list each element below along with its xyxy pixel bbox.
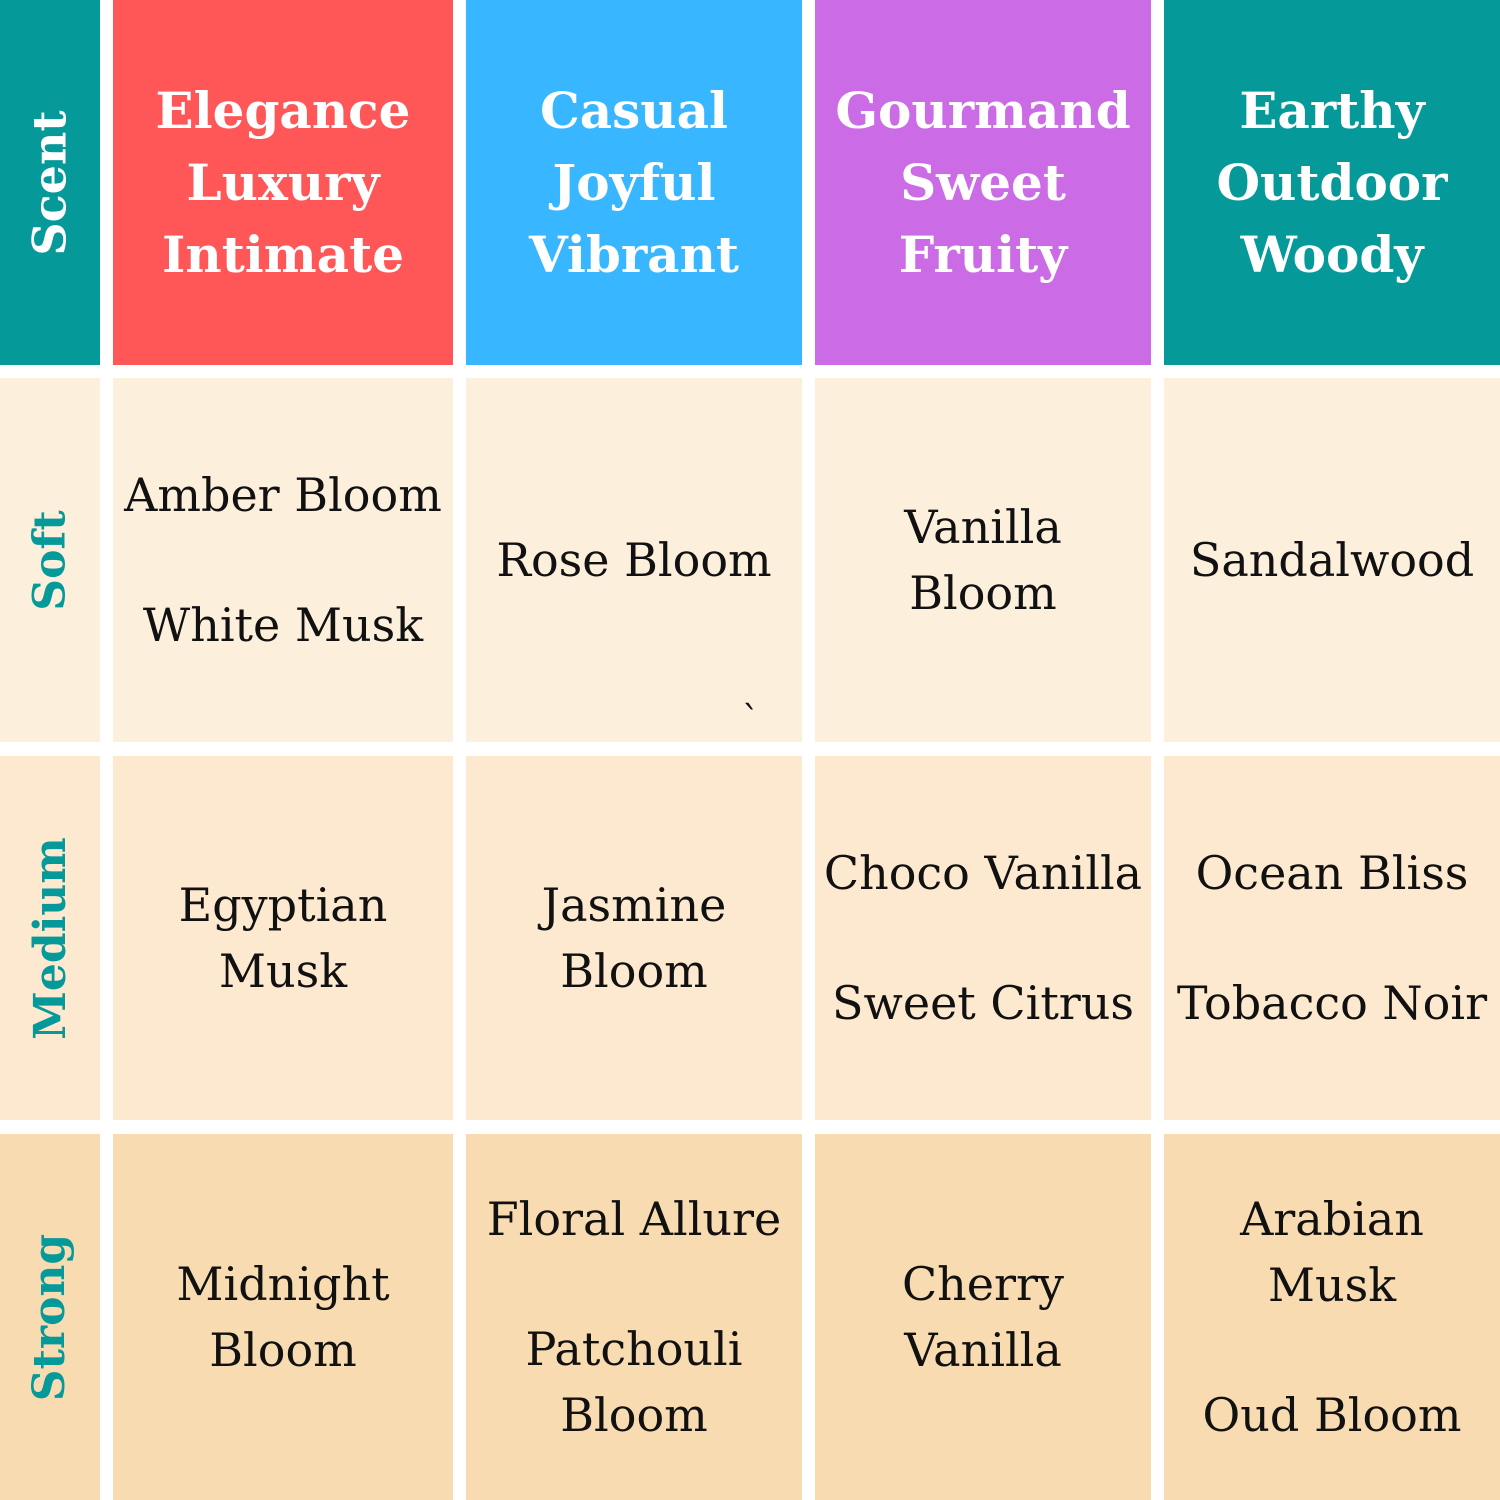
corner-label: Scent bbox=[23, 109, 77, 256]
column-header-line: Woody bbox=[1240, 224, 1424, 284]
column-header-line: Luxury bbox=[186, 152, 380, 212]
row-label: Soft bbox=[24, 509, 76, 611]
scent-cell: Cherry Vanilla bbox=[815, 1134, 1151, 1500]
row-label: Strong bbox=[24, 1233, 76, 1401]
scent-name: Arabian Musk bbox=[1240, 1192, 1424, 1312]
scent-cell: Amber Bloom White Musk bbox=[113, 378, 453, 742]
scent-cell: Jasmine Bloom bbox=[466, 756, 802, 1120]
column-header-2: Casual Joyful Vibrant bbox=[466, 0, 802, 365]
scent-name: Vanilla Bloom bbox=[904, 500, 1062, 620]
scent-cell: Midnight Bloom bbox=[113, 1134, 453, 1500]
column-header-line: Earthy bbox=[1239, 80, 1425, 140]
row-label-cell-medium: Medium bbox=[0, 756, 100, 1120]
row-label-cell-soft: Soft bbox=[0, 378, 100, 742]
column-header-line: Elegance bbox=[155, 80, 411, 140]
scent-name: Patchouli Bloom bbox=[525, 1322, 743, 1442]
column-header-line: Outdoor bbox=[1216, 152, 1448, 212]
column-header-line: Vibrant bbox=[528, 224, 740, 284]
scent-name: Amber Bloom bbox=[124, 468, 442, 522]
scent-name: Oud Bloom bbox=[1202, 1388, 1462, 1442]
scent-name: White Musk bbox=[142, 598, 424, 652]
scent-cell: Ocean Bliss Tobacco Noir bbox=[1164, 756, 1500, 1120]
stray-mark: ` bbox=[742, 700, 760, 741]
row-label: Medium bbox=[24, 836, 76, 1040]
scent-name: Rose Bloom bbox=[496, 533, 772, 587]
scent-name: Jasmine Bloom bbox=[541, 878, 727, 998]
scent-cell: Vanilla Bloom bbox=[815, 378, 1151, 742]
scent-name: Floral Allure bbox=[486, 1192, 782, 1246]
scent-name: Midnight Bloom bbox=[176, 1257, 390, 1377]
column-header-4: Earthy Outdoor Woody bbox=[1164, 0, 1500, 365]
corner-header-cell: Scent bbox=[0, 0, 100, 365]
column-header-line: Casual bbox=[539, 80, 729, 140]
scent-name: Cherry Vanilla bbox=[901, 1257, 1064, 1377]
scent-name: Ocean Bliss bbox=[1195, 846, 1469, 900]
column-header-line: Gourmand bbox=[835, 80, 1131, 140]
scent-cell: Floral Allure Patchouli Bloom bbox=[466, 1134, 802, 1500]
scent-cell: Choco Vanilla Sweet Citrus bbox=[815, 756, 1151, 1120]
scent-name: Sandalwood bbox=[1189, 533, 1475, 587]
column-header-line: Fruity bbox=[898, 224, 1068, 284]
column-header-line: Intimate bbox=[161, 224, 405, 284]
scent-cell: Rose Bloom bbox=[466, 378, 802, 742]
row-label-cell-strong: Strong bbox=[0, 1134, 100, 1500]
scent-name: Choco Vanilla bbox=[823, 846, 1143, 900]
scent-cell: Sandalwood bbox=[1164, 378, 1500, 742]
scent-name: Tobacco Noir bbox=[1176, 976, 1488, 1030]
scent-cell: Arabian Musk Oud Bloom bbox=[1164, 1134, 1500, 1500]
column-header-3: Gourmand Sweet Fruity bbox=[815, 0, 1151, 365]
scent-name: Egyptian Musk bbox=[178, 878, 388, 998]
scent-name: Sweet Citrus bbox=[831, 976, 1135, 1030]
column-header-line: Sweet bbox=[900, 152, 1066, 212]
scent-cell: Egyptian Musk bbox=[113, 756, 453, 1120]
column-header-line: Joyful bbox=[552, 152, 716, 212]
column-header-1: Elegance Luxury Intimate bbox=[113, 0, 453, 365]
